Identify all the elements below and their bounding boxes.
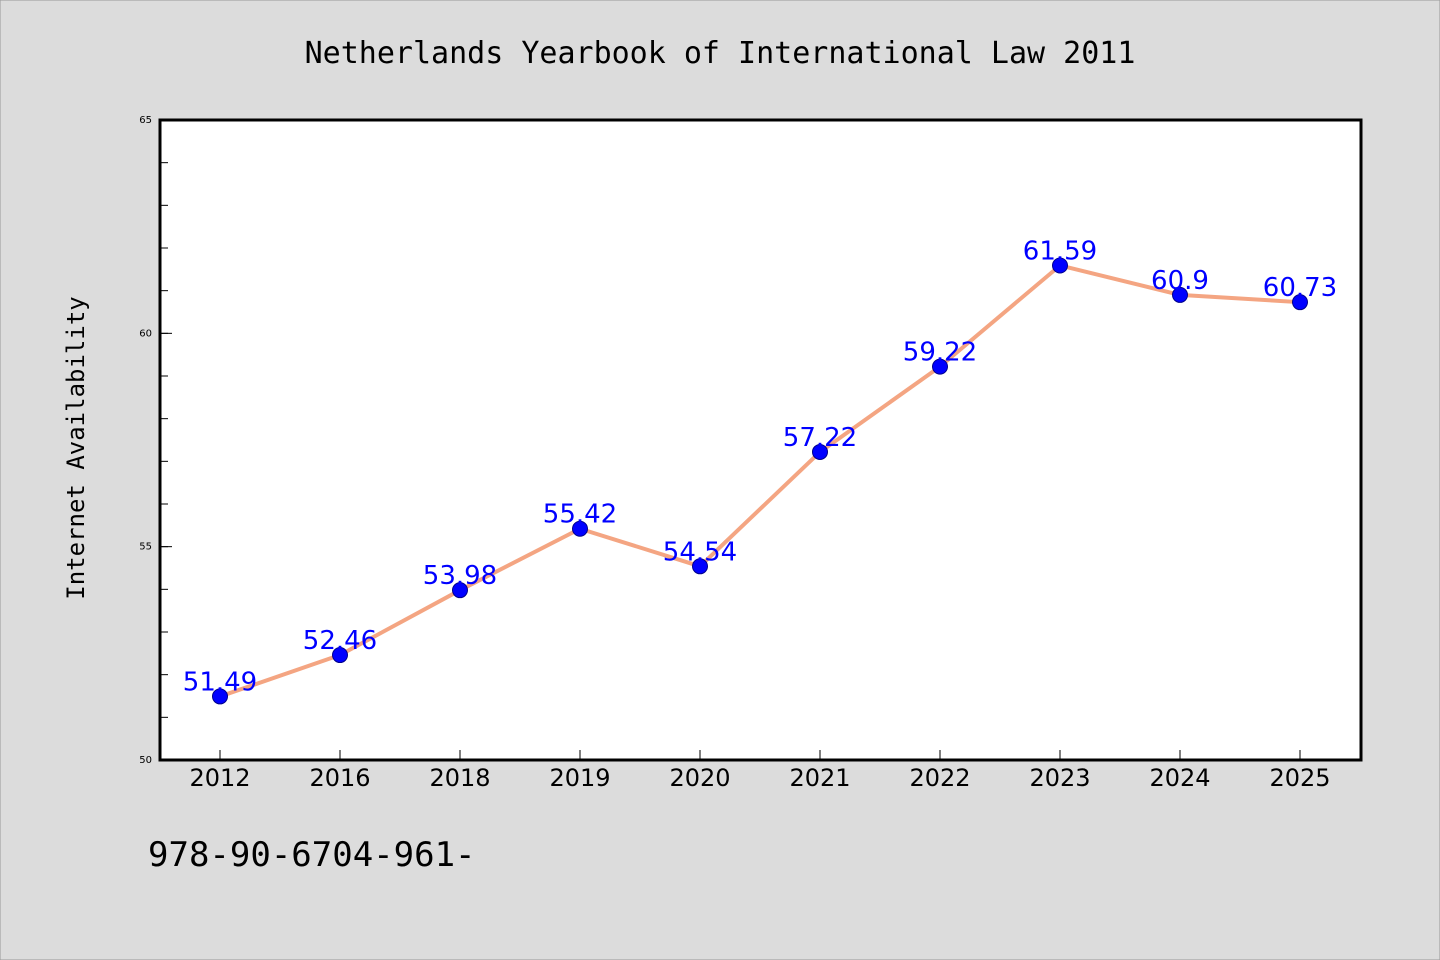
y-tick-label: 65 (139, 115, 152, 126)
x-tick-label: 2012 (189, 764, 250, 792)
data-point (212, 688, 228, 705)
data-label: 51.49 (183, 667, 257, 697)
x-tick-label: 2020 (669, 764, 730, 792)
chart-title: Netherlands Yearbook of International La… (305, 36, 1136, 71)
plot-frame (158, 118, 1363, 762)
data-label: 59.22 (903, 338, 977, 368)
x-tick-label: 2022 (909, 764, 970, 792)
data-point (1292, 294, 1308, 311)
x-tick-label: 2025 (1269, 764, 1330, 792)
data-point (812, 443, 828, 460)
data-label: 60.73 (1263, 273, 1337, 303)
data-point (332, 647, 348, 664)
y-tick-label: 60 (139, 328, 152, 339)
data-point (692, 558, 708, 575)
data-label: 54.54 (663, 537, 737, 567)
series-layer: 51.49 52.46 53.98 55.42 54.54 57.22 59.22 61.59… (183, 236, 1337, 705)
data-point (1052, 257, 1068, 274)
data-label: 61.59 (1023, 236, 1097, 266)
x-tick-label: 2024 (1149, 764, 1210, 792)
x-tick-label: 2021 (789, 764, 850, 792)
data-point (452, 582, 468, 599)
x-tick-label: 2019 (549, 764, 610, 792)
data-label: 57.22 (783, 423, 857, 453)
y-tick-label: 55 (139, 542, 152, 553)
data-label: 53.98 (423, 561, 497, 591)
plot-area (160, 120, 1361, 760)
data-point (932, 358, 948, 375)
footer-text: 978-90-6704-961- (148, 835, 476, 875)
x-tick-label: 2016 (309, 764, 370, 792)
x-tick-label: 2023 (1029, 764, 1090, 792)
x-tick-label: 2018 (429, 764, 490, 792)
axes-layer: 50 55 60 65 2012 2016 2018 2019 2020 2021 2022 2023… (139, 115, 1330, 792)
data-point (1172, 286, 1188, 303)
data-label: 52.46 (303, 626, 377, 656)
data-label: 60.9 (1151, 266, 1209, 296)
data-label: 55.42 (543, 500, 617, 530)
y-tick-label: 50 (139, 755, 152, 766)
data-point (572, 520, 588, 537)
y-axis-label: Internet Availability (62, 296, 90, 599)
series-line (218, 263, 1302, 699)
